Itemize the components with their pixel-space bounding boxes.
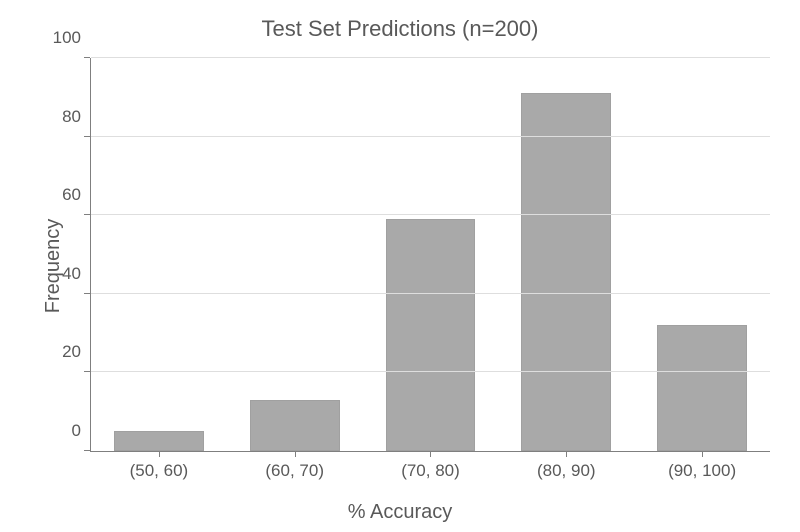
bar: [250, 400, 340, 451]
x-tick-label: (70, 80): [363, 451, 499, 481]
x-tick-label: (50, 60): [91, 451, 227, 481]
x-tick-label: (60, 70): [227, 451, 363, 481]
grid-line: [91, 136, 770, 137]
y-tick-label: 100: [53, 28, 91, 48]
chart-title: Test Set Predictions (n=200): [0, 16, 800, 42]
x-tick-label: (80, 90): [498, 451, 634, 481]
plot-area: (50, 60)(60, 70)(70, 80)(80, 90)(90, 100…: [90, 58, 770, 452]
bar-slot: (50, 60): [91, 58, 227, 451]
bar-slot: (70, 80): [363, 58, 499, 451]
grid-line: [91, 293, 770, 294]
y-tick-mark: [84, 214, 90, 215]
y-tick-label: 80: [62, 107, 91, 127]
bar: [657, 325, 747, 451]
y-tick-label: 0: [72, 421, 91, 441]
x-axis-label: % Accuracy: [0, 501, 800, 524]
y-tick-mark: [84, 293, 90, 294]
y-tick-mark: [84, 57, 90, 58]
bar: [386, 219, 476, 451]
bar: [114, 431, 204, 451]
bar: [521, 93, 611, 451]
bar-slot: (80, 90): [498, 58, 634, 451]
y-tick-mark: [84, 136, 90, 137]
grid-line: [91, 57, 770, 58]
y-tick-label: 20: [62, 342, 91, 362]
x-tick-label: (90, 100): [634, 451, 770, 481]
bar-chart: Test Set Predictions (n=200) Frequency %…: [0, 0, 800, 532]
y-tick-mark: [84, 450, 90, 451]
y-tick-mark: [84, 371, 90, 372]
bar-slot: (60, 70): [227, 58, 363, 451]
y-tick-label: 60: [62, 185, 91, 205]
y-tick-label: 40: [62, 264, 91, 284]
bar-slot: (90, 100): [634, 58, 770, 451]
grid-line: [91, 214, 770, 215]
bars-container: (50, 60)(60, 70)(70, 80)(80, 90)(90, 100…: [91, 58, 770, 451]
grid-line: [91, 371, 770, 372]
